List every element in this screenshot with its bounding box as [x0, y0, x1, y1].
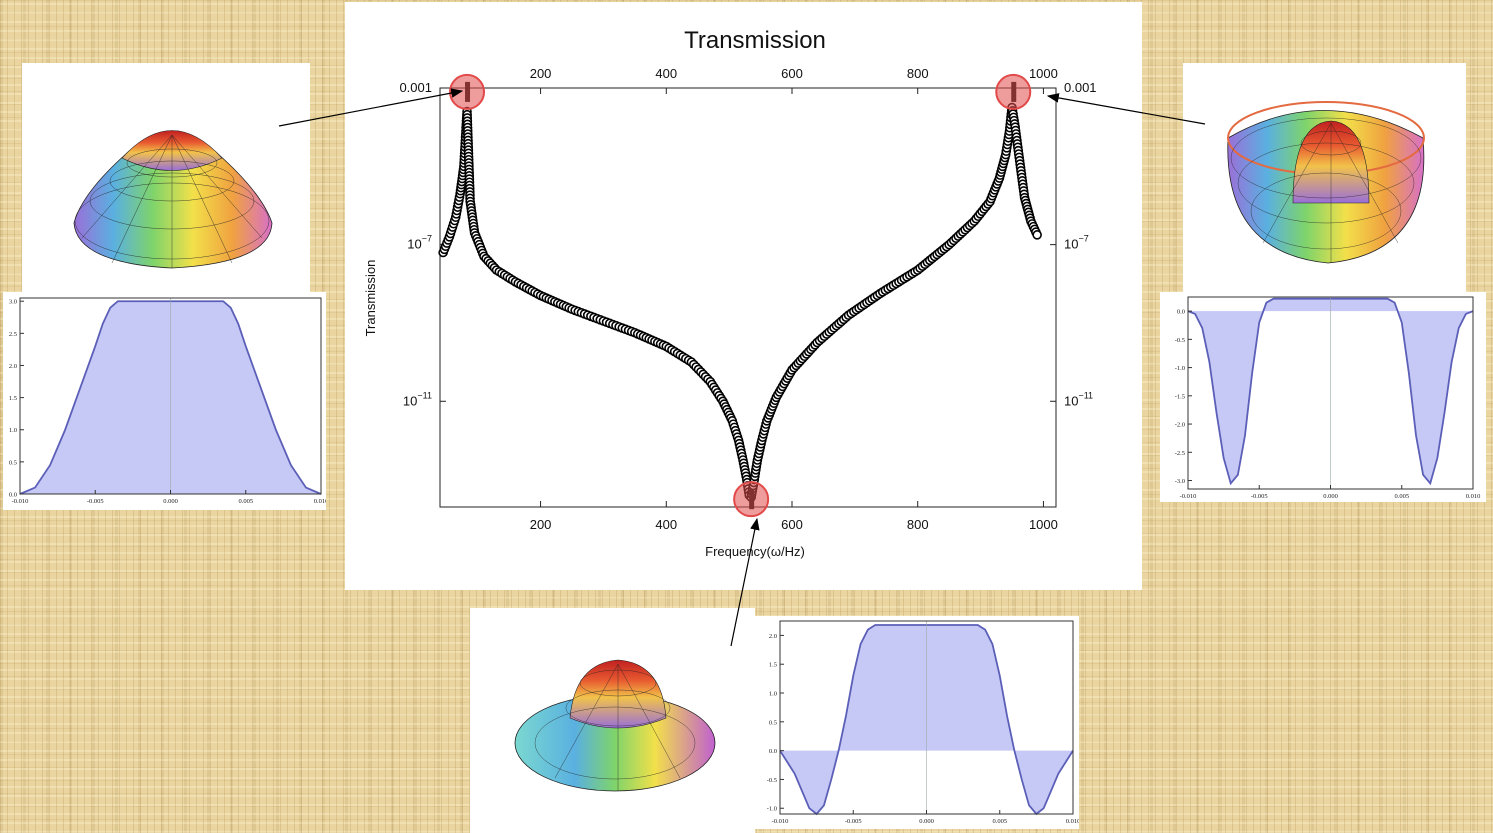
profile-y-tick-label: 0.0	[769, 748, 777, 755]
profile-y-tick-label: -3.0	[1175, 478, 1185, 485]
profile-y-tick-label: -0.5	[767, 777, 777, 784]
right-mode-surface-image	[1227, 101, 1425, 264]
y-tick-label-right: 10−7	[1064, 234, 1089, 252]
y-tick-label-left: 10−7	[407, 234, 432, 252]
x-tick-label-top: 1000	[1029, 66, 1058, 81]
profile-x-tick-label: -0.010	[772, 818, 789, 825]
profile-x-tick-label: -0.010	[1180, 493, 1197, 500]
profile-y-tick-label: -0.5	[1175, 337, 1185, 344]
x-tick-label-bottom: 200	[530, 517, 552, 532]
x-tick-label-bottom: 400	[655, 517, 677, 532]
profile-y-tick-label: 1.5	[769, 662, 777, 669]
profile-y-tick-label: 2.0	[9, 363, 17, 370]
x-tick-label-bottom: 1000	[1029, 517, 1058, 532]
profile-y-tick-label: -1.5	[1175, 393, 1185, 400]
profile-y-tick-label: -2.0	[1175, 422, 1185, 429]
bottom-mode-surface-image	[514, 659, 716, 792]
profile-x-tick-label: 0.000	[919, 818, 934, 825]
profile-y-tick-label: 0.5	[769, 719, 777, 726]
profile-y-tick-label: 0.0	[1177, 309, 1185, 316]
resonance-highlight-circle	[449, 73, 486, 110]
x-tick-label-top: 200	[530, 66, 552, 81]
profile-x-tick-label: 0.010	[1066, 818, 1079, 825]
left-profile-plot-panel: -0.010 -0.005 0.000 0.005 0.010 0.0 0.5 1.0 1.5 2…	[3, 292, 326, 510]
profile-y-tick-label: -2.5	[1175, 450, 1185, 457]
y-tick-label-right: 10−11	[1064, 390, 1093, 408]
data-point	[1032, 230, 1042, 240]
profile-x-tick-label: 0.010	[314, 498, 326, 505]
profile-y-tick-label: 3.0	[9, 299, 17, 306]
profile-y-tick-label: 2.5	[9, 331, 17, 338]
profile-y-tick-label: 1.0	[9, 427, 17, 434]
profile-x-tick-label: -0.005	[1251, 493, 1268, 500]
profile-y-tick-label: 1.5	[9, 395, 17, 402]
resonance-highlight-circle	[733, 481, 770, 518]
profile-y-tick-label: 0.0	[9, 492, 17, 499]
left-profile-plot: -0.010 -0.005 0.000 0.005 0.010 0.0 0.5 1.0 1.5 2…	[9, 297, 326, 505]
profile-x-tick-label: 0.000	[163, 498, 178, 505]
right-mode-render-panel	[1183, 63, 1466, 293]
profile-y-tick-label: 1.0	[769, 691, 777, 698]
right-profile-plot: -0.010 -0.005 0.000 0.005 0.010 0.0 -0.5 -1.0 -1…	[1175, 296, 1481, 500]
profile-x-tick-label: 0.005	[992, 818, 1007, 825]
profile-x-tick-label: 0.000	[1323, 493, 1338, 500]
profile-x-tick-label: 0.010	[1466, 493, 1481, 500]
y-tick-label-right: 0.001	[1064, 80, 1097, 95]
profile-y-tick-label: -1.0	[1175, 365, 1185, 372]
x-tick-label-top: 600	[781, 66, 803, 81]
profile-x-tick-label: 0.005	[1394, 493, 1409, 500]
resonance-highlight-circle	[995, 73, 1032, 110]
bottom-mode-render-panel	[470, 608, 755, 833]
profile-x-tick-label: -0.010	[12, 498, 29, 505]
profile-x-tick-label: -0.005	[845, 818, 862, 825]
x-tick-label-top: 800	[907, 66, 929, 81]
profile-y-tick-label: 2.0	[769, 633, 777, 640]
y-tick-label-left: 10−11	[403, 390, 432, 408]
x-tick-label-top: 400	[655, 66, 677, 81]
profile-y-tick-label: -1.0	[767, 806, 777, 813]
plot-frame	[439, 87, 1057, 508]
x-axis-label: Frequency(ω/Hz)	[705, 544, 805, 559]
x-tick-label-bottom: 600	[781, 517, 803, 532]
left-mode-surface-image	[73, 130, 273, 269]
bottom-profile-plot-panel: -0.010 -0.005 0.000 0.005 0.010 -1.0 -0.5 0.0 0.…	[755, 616, 1079, 829]
y-tick-label-left: 0.001	[399, 80, 432, 95]
right-profile-plot-panel: -0.010 -0.005 0.000 0.005 0.010 0.0 -0.5 -1.0 -1…	[1160, 292, 1486, 502]
profile-x-tick-label: -0.005	[87, 498, 104, 505]
y-axis-label: Transmission	[363, 260, 378, 337]
left-mode-render-panel	[22, 63, 310, 293]
x-tick-label-bottom: 800	[907, 517, 929, 532]
transmission-chart: Transmission Frequency(ω/Hz) Transmissio…	[363, 27, 1097, 559]
profile-area-fill	[1188, 298, 1473, 484]
chart-title: Transmission	[684, 27, 826, 54]
profile-x-tick-label: 0.005	[238, 498, 253, 505]
bottom-profile-plot: -0.010 -0.005 0.000 0.005 0.010 -1.0 -0.5 0.0 0.…	[767, 620, 1079, 825]
profile-y-tick-label: 0.5	[9, 459, 17, 466]
transmission-chart-panel: Transmission Frequency(ω/Hz) Transmissio…	[345, 2, 1142, 590]
